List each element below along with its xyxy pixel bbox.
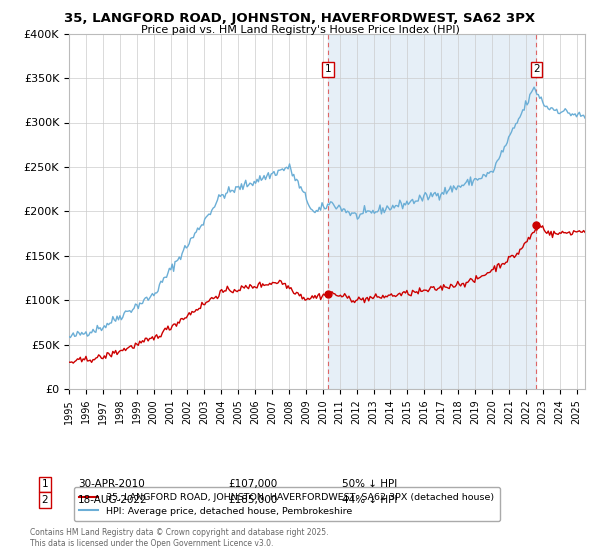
Text: 2: 2 bbox=[533, 64, 540, 74]
Text: 50% ↓ HPI: 50% ↓ HPI bbox=[342, 479, 397, 489]
Text: 1: 1 bbox=[41, 479, 49, 489]
Text: 18-AUG-2022: 18-AUG-2022 bbox=[78, 495, 148, 505]
Text: 44% ↓ HPI: 44% ↓ HPI bbox=[342, 495, 397, 505]
Legend: 35, LANGFORD ROAD, JOHNSTON, HAVERFORDWEST, SA62 3PX (detached house), HPI: Aver: 35, LANGFORD ROAD, JOHNSTON, HAVERFORDWE… bbox=[74, 487, 500, 521]
Text: 2: 2 bbox=[41, 495, 49, 505]
Text: 1: 1 bbox=[325, 64, 332, 74]
Text: Contains HM Land Registry data © Crown copyright and database right 2025.
This d: Contains HM Land Registry data © Crown c… bbox=[30, 528, 329, 548]
Text: £185,000: £185,000 bbox=[228, 495, 277, 505]
Bar bbox=[328, 34, 536, 389]
Text: 35, LANGFORD ROAD, JOHNSTON, HAVERFORDWEST, SA62 3PX: 35, LANGFORD ROAD, JOHNSTON, HAVERFORDWE… bbox=[64, 12, 536, 25]
Text: Price paid vs. HM Land Registry's House Price Index (HPI): Price paid vs. HM Land Registry's House … bbox=[140, 25, 460, 35]
Text: 30-APR-2010: 30-APR-2010 bbox=[78, 479, 145, 489]
Text: £107,000: £107,000 bbox=[228, 479, 277, 489]
